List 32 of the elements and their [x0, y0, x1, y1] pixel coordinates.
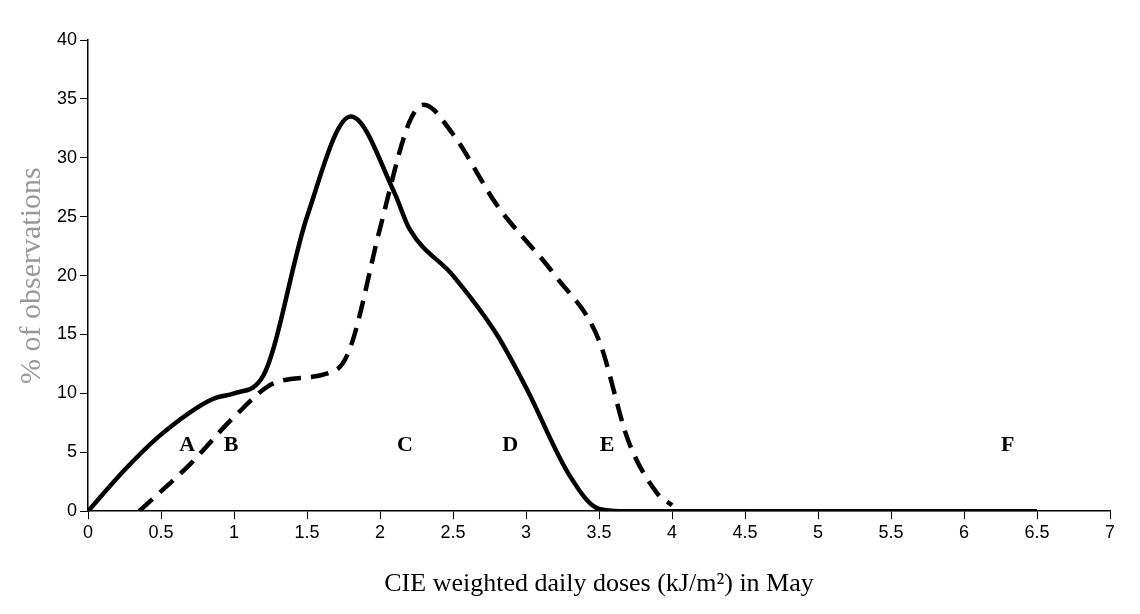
y-tick-label: 5 — [67, 441, 78, 462]
y-tick-label: 0 — [67, 500, 78, 521]
y-axis-title: % of observations — [12, 167, 46, 384]
x-tick-label: 1.5 — [294, 521, 320, 542]
x-tick-label: 4.5 — [732, 521, 758, 542]
x-tick-label: 4 — [667, 521, 678, 542]
y-tick-label: 10 — [56, 382, 78, 403]
x-tick-label: 0.5 — [148, 521, 174, 542]
x-tick-label: 2 — [375, 521, 386, 542]
y-tick-label: 35 — [56, 87, 78, 108]
annotation: F — [1001, 430, 1015, 456]
x-tick-label: 1 — [229, 521, 240, 542]
x-axis-title: CIE weighted daily doses (kJ/m²) in May — [384, 568, 814, 598]
x-tick-label: 7 — [1104, 521, 1116, 542]
annotation: C — [396, 430, 413, 456]
y-tick-label: 15 — [56, 323, 78, 344]
x-tick-label: 6.5 — [1024, 521, 1050, 542]
x-tick-label: 3.5 — [586, 521, 612, 542]
y-tick-label: 20 — [56, 264, 78, 285]
annotation: D — [502, 430, 519, 456]
x-tick-label: 6 — [959, 521, 970, 542]
x-tick-label: 5 — [813, 521, 824, 542]
x-tick-label: 2.5 — [440, 521, 466, 542]
annotation: E — [599, 430, 615, 456]
annotation: B — [223, 430, 239, 456]
x-tick-label: 0 — [83, 521, 94, 542]
y-tick-label: 25 — [56, 205, 78, 226]
annotation: A — [179, 430, 196, 456]
y-tick-label: 40 — [56, 28, 78, 49]
x-tick-label: 5.5 — [878, 521, 904, 542]
x-tick-label: 3 — [521, 521, 532, 542]
y-tick-label: 30 — [56, 146, 78, 167]
